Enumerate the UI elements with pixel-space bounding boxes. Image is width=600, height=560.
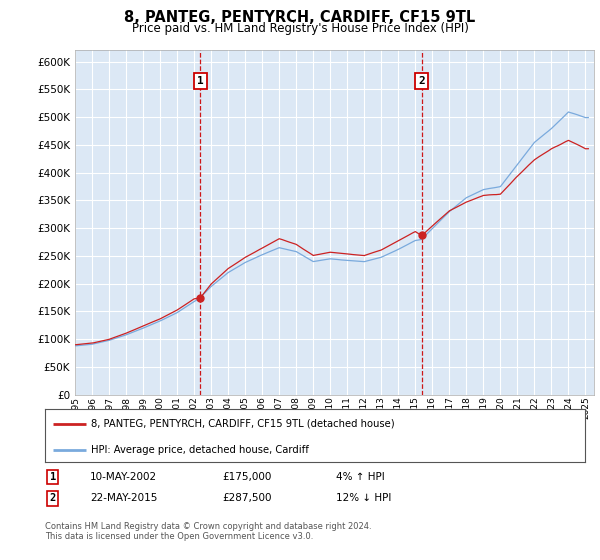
Text: Price paid vs. HM Land Registry's House Price Index (HPI): Price paid vs. HM Land Registry's House … [131, 22, 469, 35]
Text: 8, PANTEG, PENTYRCH, CARDIFF, CF15 9TL (detached house): 8, PANTEG, PENTYRCH, CARDIFF, CF15 9TL (… [91, 419, 395, 429]
Text: 22-MAY-2015: 22-MAY-2015 [90, 493, 157, 503]
Text: 1: 1 [50, 472, 56, 482]
Text: £175,000: £175,000 [222, 472, 271, 482]
Text: 1: 1 [197, 76, 203, 86]
Text: 10-MAY-2002: 10-MAY-2002 [90, 472, 157, 482]
Text: 4% ↑ HPI: 4% ↑ HPI [336, 472, 385, 482]
Text: 8, PANTEG, PENTYRCH, CARDIFF, CF15 9TL: 8, PANTEG, PENTYRCH, CARDIFF, CF15 9TL [124, 10, 476, 25]
Text: £287,500: £287,500 [222, 493, 271, 503]
Text: HPI: Average price, detached house, Cardiff: HPI: Average price, detached house, Card… [91, 445, 309, 455]
Text: 12% ↓ HPI: 12% ↓ HPI [336, 493, 391, 503]
Text: 2: 2 [418, 76, 425, 86]
Text: 2: 2 [50, 493, 56, 503]
Text: Contains HM Land Registry data © Crown copyright and database right 2024.
This d: Contains HM Land Registry data © Crown c… [45, 522, 371, 542]
